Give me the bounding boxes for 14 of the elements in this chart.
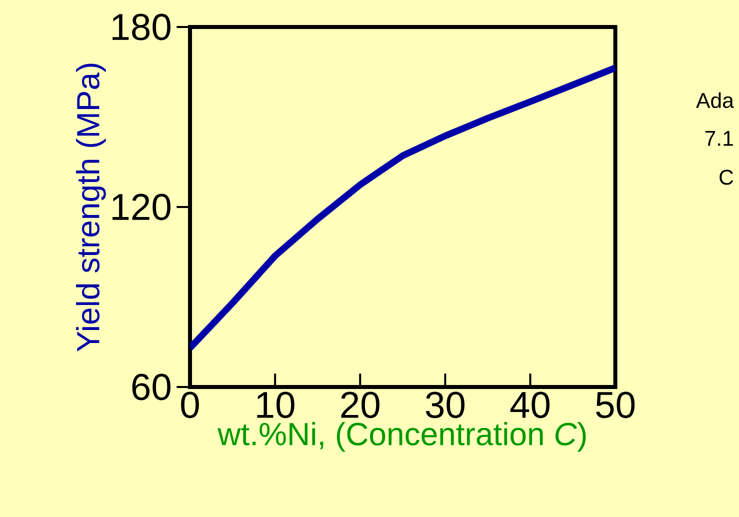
y-tick-label: 180 bbox=[112, 14, 170, 40]
x-tick-label: 50 bbox=[596, 392, 635, 418]
text: 7.1 bbox=[705, 131, 733, 146]
x-tick-label: 20 bbox=[341, 392, 380, 418]
x-tick-label: 40 bbox=[510, 392, 550, 418]
y-axis-title: Yield strength (MPa) bbox=[76, 64, 106, 352]
text: C bbox=[720, 170, 734, 185]
y-tick-label: 60 bbox=[132, 374, 170, 400]
x-tick-label: 30 bbox=[426, 392, 464, 418]
x-tick-label: 0 bbox=[181, 392, 199, 418]
text: Ada bbox=[696, 92, 734, 108]
x-axis-title: wt.%Ni, (Concentration C) bbox=[218, 422, 586, 452]
x-tick-label: 10 bbox=[257, 392, 294, 418]
y-tick-label: 120 bbox=[112, 194, 170, 220]
